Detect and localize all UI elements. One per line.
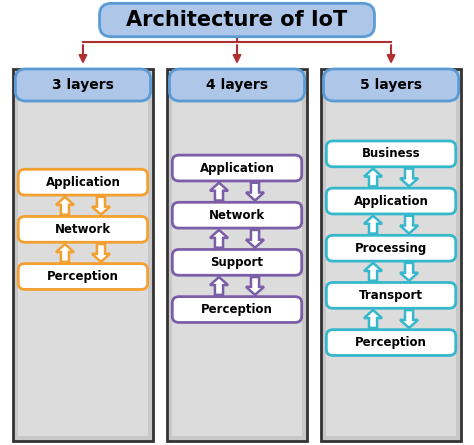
FancyBboxPatch shape — [173, 155, 301, 181]
FancyArrow shape — [400, 310, 418, 328]
FancyArrow shape — [246, 230, 264, 248]
Text: 3 layers: 3 layers — [52, 78, 114, 92]
FancyArrow shape — [400, 263, 418, 281]
FancyBboxPatch shape — [18, 263, 148, 289]
FancyBboxPatch shape — [170, 69, 304, 101]
FancyArrow shape — [210, 183, 228, 201]
FancyArrow shape — [56, 197, 74, 214]
FancyArrow shape — [210, 230, 228, 248]
FancyArrow shape — [56, 244, 74, 262]
FancyBboxPatch shape — [100, 4, 374, 37]
FancyBboxPatch shape — [326, 330, 456, 356]
Text: Business: Business — [362, 147, 420, 160]
FancyArrow shape — [364, 310, 382, 328]
Text: Network: Network — [55, 223, 111, 236]
FancyBboxPatch shape — [18, 216, 148, 242]
Bar — [167, 69, 307, 441]
Text: 5 layers: 5 layers — [360, 78, 422, 92]
FancyBboxPatch shape — [326, 141, 456, 167]
FancyArrow shape — [92, 197, 110, 214]
Text: 4 layers: 4 layers — [206, 78, 268, 92]
Bar — [18, 73, 148, 436]
Text: Application: Application — [46, 176, 120, 189]
FancyArrow shape — [364, 216, 382, 234]
Text: Transport: Transport — [359, 289, 423, 302]
Bar — [326, 73, 456, 436]
Text: Support: Support — [210, 256, 264, 269]
FancyBboxPatch shape — [18, 169, 148, 195]
FancyBboxPatch shape — [173, 297, 301, 323]
FancyBboxPatch shape — [323, 69, 459, 101]
FancyArrow shape — [210, 277, 228, 295]
Text: Architecture of IoT: Architecture of IoT — [127, 10, 347, 30]
FancyBboxPatch shape — [173, 250, 301, 275]
FancyArrow shape — [364, 169, 382, 186]
Text: Application: Application — [354, 194, 428, 207]
Bar — [172, 73, 302, 436]
FancyBboxPatch shape — [326, 188, 456, 214]
Text: Network: Network — [209, 209, 265, 222]
FancyBboxPatch shape — [326, 283, 456, 308]
FancyArrow shape — [400, 216, 418, 234]
Text: Application: Application — [200, 162, 274, 174]
FancyArrow shape — [92, 244, 110, 262]
Text: Perception: Perception — [47, 270, 119, 283]
Bar — [321, 69, 461, 441]
FancyBboxPatch shape — [16, 69, 151, 101]
Bar — [13, 69, 153, 441]
FancyArrow shape — [246, 183, 264, 201]
Text: Perception: Perception — [355, 336, 427, 349]
FancyArrow shape — [246, 277, 264, 295]
FancyArrow shape — [400, 169, 418, 186]
FancyBboxPatch shape — [326, 235, 456, 261]
FancyArrow shape — [364, 263, 382, 281]
FancyBboxPatch shape — [173, 202, 301, 228]
Text: Perception: Perception — [201, 303, 273, 316]
Text: Processing: Processing — [355, 242, 427, 255]
